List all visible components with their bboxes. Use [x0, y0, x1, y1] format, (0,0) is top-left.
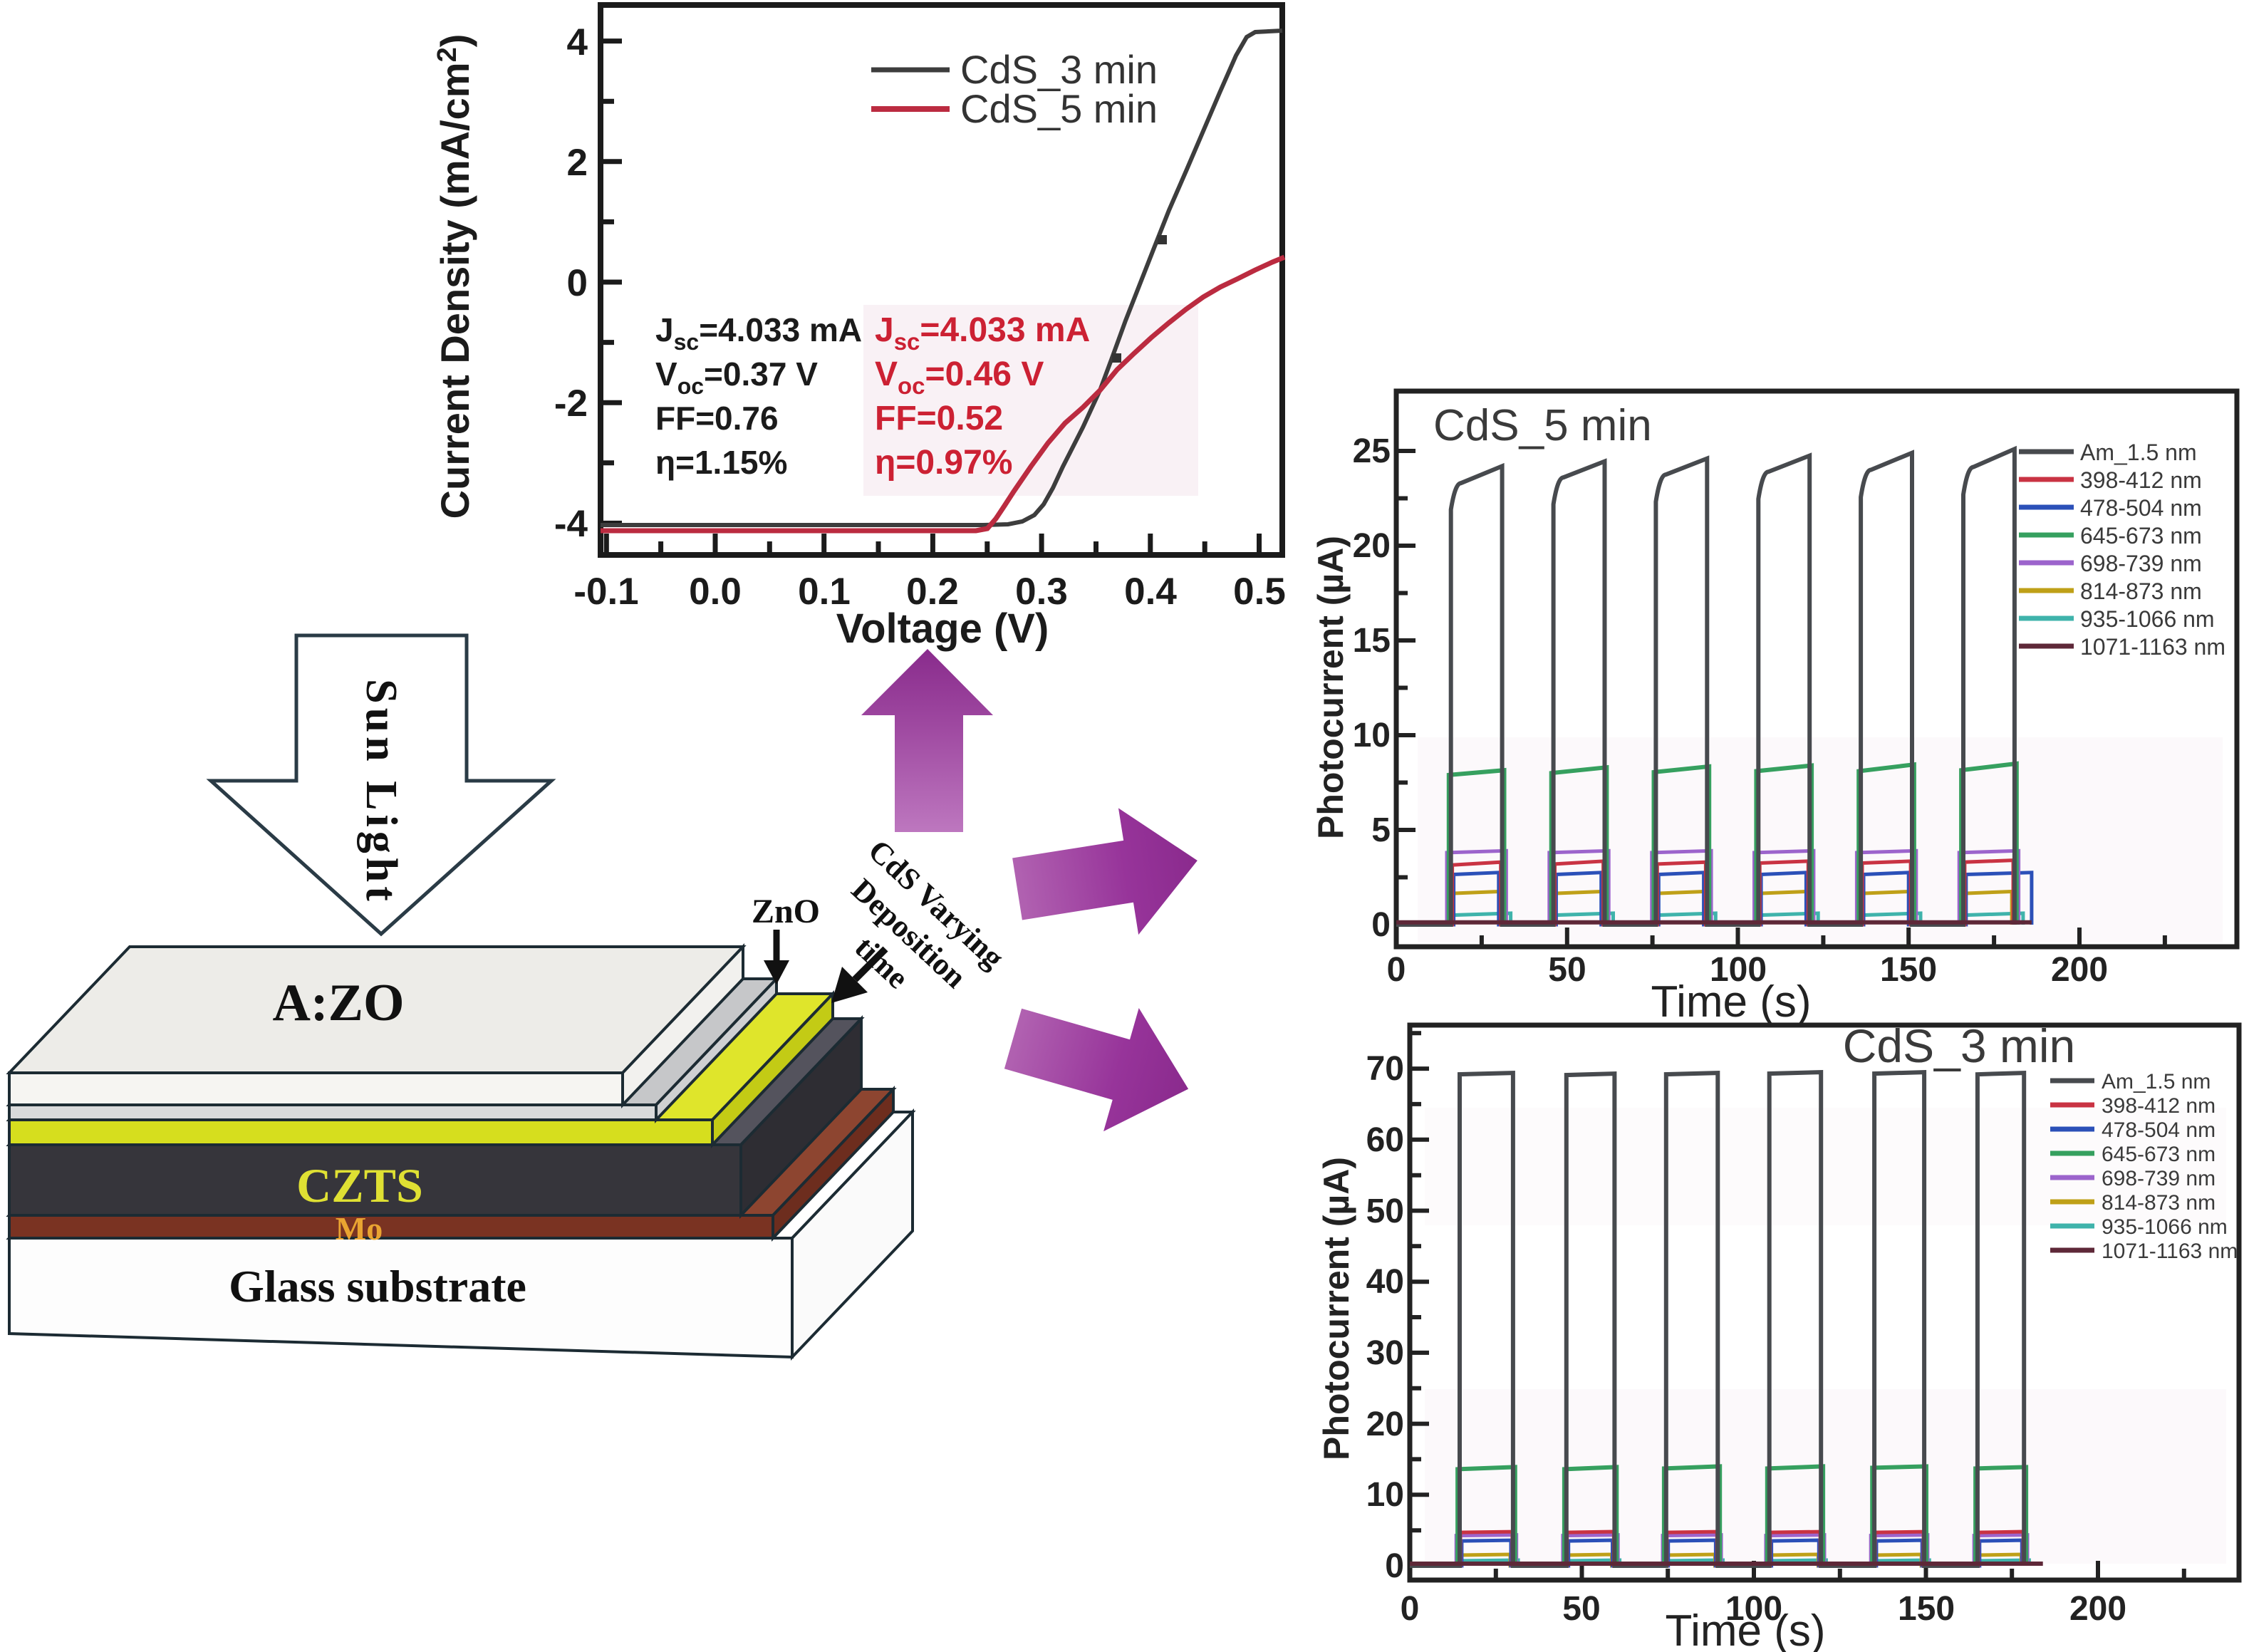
svg-text:CdS_3 min: CdS_3 min	[1843, 1019, 2076, 1072]
svg-text:0: 0	[1387, 951, 1406, 989]
svg-text:645-673 nm: 645-673 nm	[2080, 523, 2202, 549]
svg-text:0.4: 0.4	[1124, 571, 1177, 613]
svg-text:0.5: 0.5	[1233, 571, 1286, 613]
svg-text:Glass substrate: Glass substrate	[229, 1261, 526, 1311]
svg-text:Current Density (mA/cm2): Current Density (mA/cm2)	[432, 34, 477, 519]
svg-text:FF=0.52: FF=0.52	[875, 400, 1003, 437]
svg-text:0: 0	[567, 262, 588, 304]
svg-text:814-873 nm: 814-873 nm	[2080, 578, 2202, 604]
svg-text:100: 100	[1725, 1590, 1782, 1628]
svg-text:-4: -4	[554, 503, 588, 545]
svg-text:η=0.97%: η=0.97%	[875, 444, 1012, 482]
svg-text:Photocurrent (µA): Photocurrent (µA)	[1311, 536, 1351, 839]
svg-text:0.1: 0.1	[798, 571, 851, 613]
svg-text:40: 40	[1366, 1263, 1404, 1301]
svg-text:10: 10	[1366, 1476, 1404, 1514]
svg-text:398-412 nm: 398-412 nm	[2102, 1094, 2216, 1118]
svg-text:25: 25	[1353, 432, 1391, 470]
svg-text:478-504 nm: 478-504 nm	[2080, 495, 2202, 521]
svg-text:Voc=0.37 V: Voc=0.37 V	[655, 355, 818, 399]
svg-text:10: 10	[1353, 717, 1391, 754]
svg-text:Voltage (V): Voltage (V)	[836, 606, 1049, 652]
svg-text:2: 2	[567, 142, 588, 184]
svg-text:CdS_3 min: CdS_3 min	[960, 47, 1158, 92]
svg-text:η=1.15%: η=1.15%	[655, 444, 787, 481]
svg-text:50: 50	[1366, 1193, 1404, 1230]
svg-text:0.2: 0.2	[906, 571, 959, 613]
svg-text:478-504 nm: 478-504 nm	[2102, 1118, 2216, 1142]
svg-text:Am_1.5 nm: Am_1.5 nm	[2080, 440, 2197, 465]
svg-text:698-739 nm: 698-739 nm	[2080, 551, 2202, 576]
svg-text:FF=0.76: FF=0.76	[655, 400, 779, 437]
svg-text:Mo: Mo	[336, 1210, 383, 1247]
svg-text:Sun Light: Sun Light	[357, 679, 405, 905]
svg-text:60: 60	[1366, 1121, 1404, 1159]
svg-text:4: 4	[567, 21, 588, 63]
svg-text:CdS_5 min: CdS_5 min	[960, 86, 1158, 131]
svg-text:Photocurrent (µA): Photocurrent (µA)	[1316, 1157, 1356, 1460]
svg-text:0: 0	[1401, 1590, 1420, 1628]
svg-text:100: 100	[1710, 951, 1767, 989]
svg-text:814-873 nm: 814-873 nm	[2102, 1191, 2216, 1215]
svg-text:Time (s): Time (s)	[1651, 977, 1812, 1027]
svg-text:150: 150	[1898, 1590, 1955, 1628]
svg-text:0.0: 0.0	[689, 571, 742, 613]
svg-text:935-1066 nm: 935-1066 nm	[2102, 1215, 2228, 1239]
svg-text:CdS_5 min: CdS_5 min	[1433, 401, 1652, 450]
svg-text:5: 5	[1371, 811, 1391, 849]
svg-text:20: 20	[1353, 527, 1391, 565]
svg-text:CZTS: CZTS	[296, 1158, 423, 1212]
svg-text:1071-1163 nm: 1071-1163 nm	[2102, 1240, 2238, 1263]
svg-text:645-673 nm: 645-673 nm	[2102, 1143, 2216, 1166]
svg-text:0: 0	[1385, 1547, 1404, 1585]
svg-text:200: 200	[2069, 1590, 2126, 1628]
svg-text:Am_1.5 nm: Am_1.5 nm	[2102, 1070, 2211, 1093]
svg-text:20: 20	[1366, 1406, 1404, 1443]
svg-text:698-739 nm: 698-739 nm	[2102, 1167, 2216, 1190]
svg-text:398-412 nm: 398-412 nm	[2080, 467, 2202, 493]
svg-text:Jsc=4.033 mA: Jsc=4.033 mA	[655, 311, 862, 355]
svg-text:Time (s): Time (s)	[1666, 1606, 1826, 1652]
svg-text:200: 200	[2051, 951, 2108, 989]
svg-text:ZnO: ZnO	[752, 893, 820, 930]
svg-text:A:ZO: A:ZO	[273, 974, 405, 1032]
svg-text:30: 30	[1366, 1334, 1404, 1372]
svg-text:1071-1163 nm: 1071-1163 nm	[2080, 634, 2225, 660]
svg-text:-2: -2	[554, 383, 588, 425]
svg-text:935-1066 nm: 935-1066 nm	[2080, 606, 2215, 632]
svg-text:50: 50	[1562, 1590, 1600, 1628]
svg-text:70: 70	[1366, 1050, 1404, 1088]
svg-text:0: 0	[1371, 906, 1391, 944]
svg-text:50: 50	[1548, 951, 1586, 989]
svg-text:-0.1: -0.1	[573, 571, 638, 613]
svg-text:15: 15	[1353, 622, 1391, 660]
svg-text:150: 150	[1880, 951, 1937, 989]
svg-text:0.3: 0.3	[1015, 571, 1068, 613]
svg-text:Jsc=4.033 mA: Jsc=4.033 mA	[875, 311, 1090, 355]
